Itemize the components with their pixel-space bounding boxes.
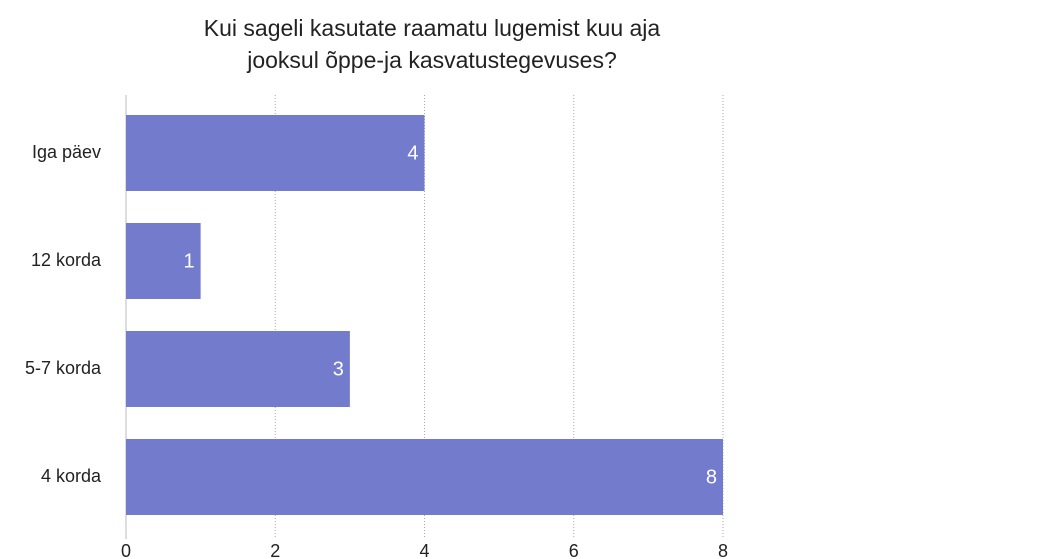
y-tick-label: Iga päev bbox=[32, 142, 101, 162]
x-tick-label: 6 bbox=[569, 541, 579, 559]
x-tick-label: 4 bbox=[419, 541, 429, 559]
value-label: 3 bbox=[333, 358, 344, 380]
value-label: 8 bbox=[706, 466, 717, 488]
y-tick-label: 5-7 korda bbox=[25, 358, 102, 378]
value-label: 1 bbox=[184, 250, 195, 272]
bar bbox=[126, 331, 350, 407]
value-label: 4 bbox=[407, 142, 418, 164]
bar bbox=[126, 223, 201, 299]
chart-title: Kui sageli kasutate raamatu lugemist kuu… bbox=[204, 15, 661, 41]
y-tick-label: 4 korda bbox=[41, 466, 102, 486]
y-tick-label: 12 korda bbox=[31, 250, 102, 270]
bar bbox=[126, 115, 425, 191]
x-tick-label: 8 bbox=[718, 541, 728, 559]
bar bbox=[126, 439, 723, 515]
chart-title: jooksul õppe-ja kasvatustegevuses? bbox=[246, 47, 617, 73]
x-tick-label: 0 bbox=[121, 541, 131, 559]
x-tick-label: 2 bbox=[270, 541, 280, 559]
